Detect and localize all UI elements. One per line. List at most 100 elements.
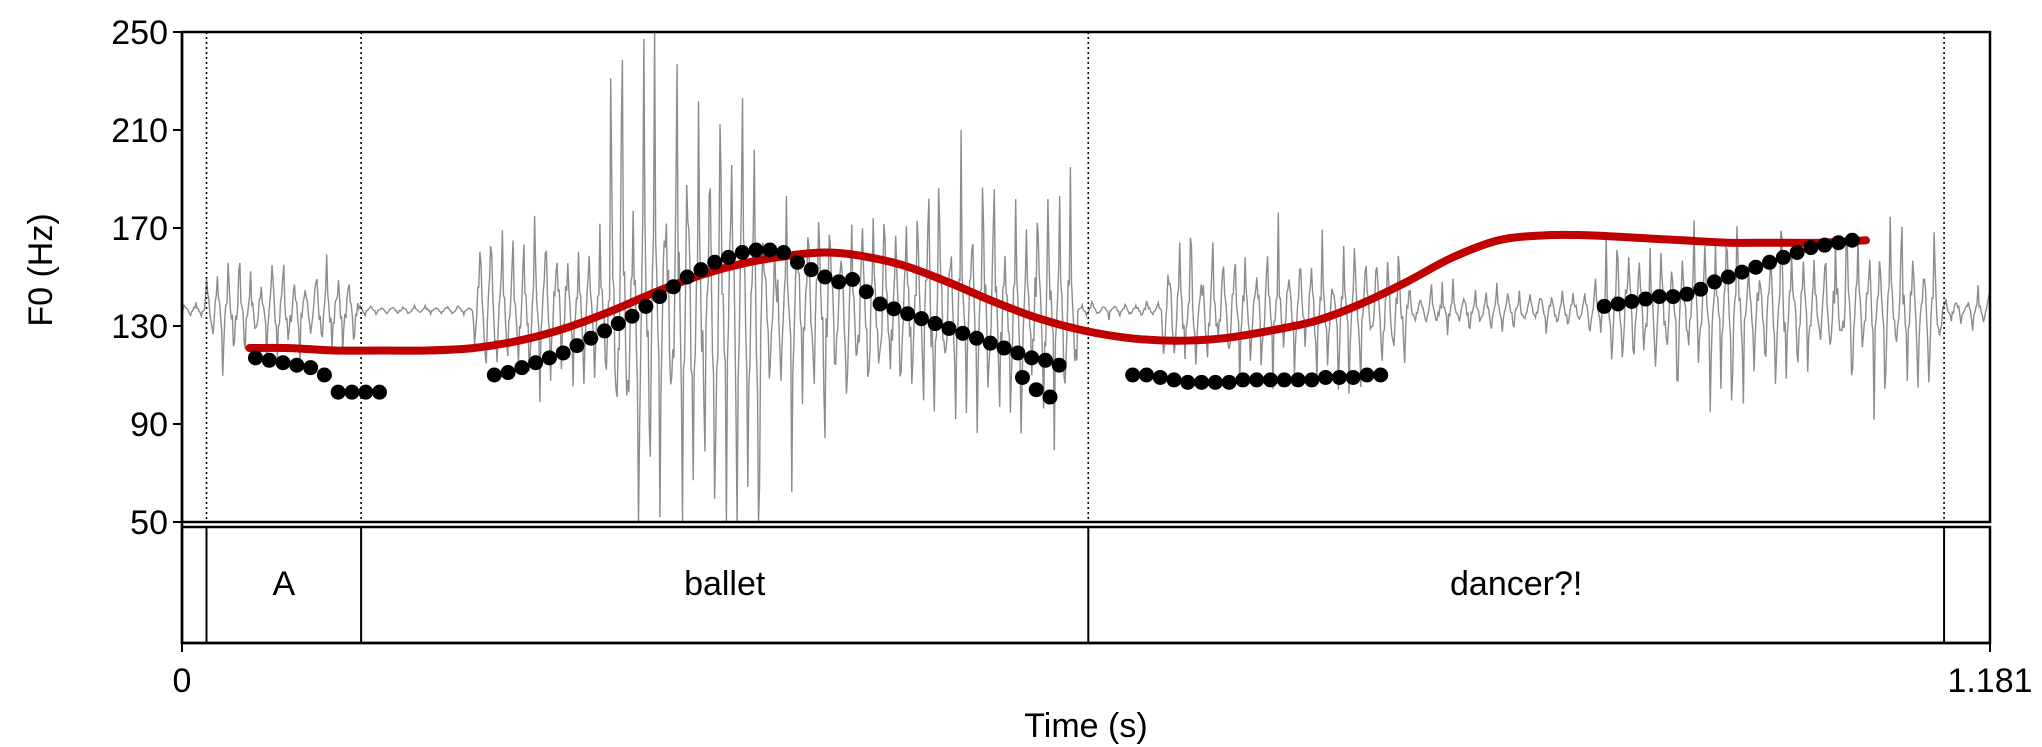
f0-point-3-13 — [1775, 249, 1791, 265]
f0-point-1-40 — [1037, 352, 1053, 368]
f0-point-0-2 — [275, 355, 291, 371]
f0-point-3-12 — [1762, 254, 1778, 270]
f0-point-1-26 — [845, 271, 861, 287]
x-tick-label-start: 0 — [173, 662, 192, 700]
f0-point-tail-2 — [1042, 389, 1058, 405]
f0-point-1-11 — [638, 298, 654, 314]
f0-point-1-7 — [583, 330, 599, 346]
f0-point-1-22 — [789, 254, 805, 270]
f0-point-1-10 — [624, 308, 640, 324]
fitted-contour-line — [245, 230, 1870, 355]
f0-point-0-3 — [289, 357, 305, 373]
y-tick-label-50: 50 — [130, 504, 168, 542]
y-axis-title: F0 (Hz) — [22, 213, 60, 326]
f0-point-0-4 — [303, 360, 319, 376]
f0-point-1-32 — [927, 316, 943, 332]
f0-point-1-33 — [941, 320, 957, 336]
interval-label-0: A — [272, 565, 295, 603]
f0-point-1-41 — [1051, 357, 1067, 373]
f0-point-1-4 — [541, 350, 557, 366]
f0-point-1-3 — [528, 355, 544, 371]
f0-point-1-28 — [872, 296, 888, 312]
f0-point-1-18 — [734, 245, 750, 260]
f0-point-0-0 — [247, 350, 263, 366]
f0-point-1-20 — [762, 242, 778, 258]
f0-point-2-16 — [1345, 369, 1361, 385]
f0-point-3-7 — [1693, 281, 1709, 297]
f0-point-1-2 — [514, 360, 530, 376]
f0-point-1-37 — [996, 340, 1012, 356]
interval-label-1: ballet — [684, 565, 766, 603]
f0-point-2-14 — [1318, 369, 1334, 385]
f0-point-0-5 — [316, 367, 332, 383]
f0-point-1-13 — [665, 279, 681, 295]
f0-point-1-6 — [569, 338, 585, 354]
f0-point-0-9 — [371, 384, 387, 400]
f0-point-1-16 — [707, 254, 723, 270]
f0-point-1-0 — [486, 367, 502, 383]
f0-point-1-15 — [693, 262, 709, 278]
f0-point-3-16 — [1817, 237, 1833, 253]
x-tick-label-end: 1.181 — [1947, 662, 2032, 700]
f0-point-1-38 — [1010, 345, 1026, 361]
y-axis-ticks: 50 90 130 170 210 250 — [111, 14, 182, 542]
waveform-trace — [181, 31, 1991, 523]
f0-point-3-9 — [1720, 269, 1736, 285]
f0-point-3-15 — [1803, 240, 1819, 256]
textgrid-frame — [180, 525, 1992, 645]
f0-point-0-7 — [344, 384, 360, 400]
f0-point-2-13 — [1304, 372, 1320, 388]
f0-point-1-23 — [803, 262, 819, 278]
f0-point-1-39 — [1024, 350, 1040, 366]
f0-point-3-5 — [1665, 289, 1681, 305]
f0-point-3-17 — [1830, 235, 1846, 251]
f0-point-1-24 — [817, 269, 833, 285]
y-tick-label-210: 210 — [111, 112, 168, 150]
f0-point-1-14 — [679, 269, 695, 285]
f0-point-0-1 — [261, 352, 277, 368]
f0-point-1-36 — [982, 335, 998, 351]
f0-point-2-10 — [1262, 372, 1278, 388]
f0-point-1-19 — [748, 242, 764, 258]
f0-point-2-11 — [1276, 372, 1292, 388]
f0-point-tail-1 — [1028, 382, 1044, 398]
f0-point-tail-0 — [1014, 369, 1030, 385]
f0-point-3-10 — [1734, 264, 1750, 280]
f0-point-2-5 — [1194, 374, 1210, 390]
f0-point-1-17 — [721, 249, 737, 265]
f0-point-3-2 — [1624, 294, 1640, 309]
f0-point-3-14 — [1789, 245, 1805, 260]
f0-point-3-1 — [1610, 296, 1626, 312]
f0-point-1-8 — [597, 323, 613, 339]
f0-point-1-27 — [858, 284, 874, 300]
f0-point-1-9 — [610, 316, 626, 332]
f0-point-1-21 — [776, 245, 792, 260]
f0-point-2-7 — [1221, 374, 1237, 390]
f0-point-3-8 — [1706, 274, 1722, 290]
y-tick-label-90: 90 — [130, 406, 168, 444]
f0-point-3-4 — [1651, 289, 1667, 305]
f0-point-0-6 — [330, 384, 346, 400]
f0-point-1-12 — [652, 289, 668, 305]
f0-point-3-0 — [1596, 298, 1612, 314]
f0-point-1-34 — [955, 325, 971, 341]
f0-point-1-30 — [900, 306, 916, 322]
f0-points-layer — [247, 232, 1860, 405]
f0-point-2-3 — [1166, 372, 1182, 388]
f0-point-2-2 — [1152, 369, 1168, 385]
f0-point-2-9 — [1249, 372, 1265, 388]
fitted-contour-layer — [245, 230, 1870, 355]
f0-point-1-35 — [969, 330, 985, 346]
f0-point-3-11 — [1748, 259, 1764, 275]
y-tick-label-130: 130 — [111, 308, 168, 346]
x-axis-title: Time (s) — [1024, 707, 1147, 745]
interval-label-2: dancer?! — [1450, 565, 1582, 603]
f0-point-1-31 — [913, 311, 929, 327]
f0-point-2-6 — [1207, 374, 1223, 390]
waveform-layer — [181, 31, 1991, 523]
f0-point-2-17 — [1359, 367, 1375, 383]
f0-point-1-25 — [831, 274, 847, 290]
f0-point-2-18 — [1373, 367, 1389, 383]
